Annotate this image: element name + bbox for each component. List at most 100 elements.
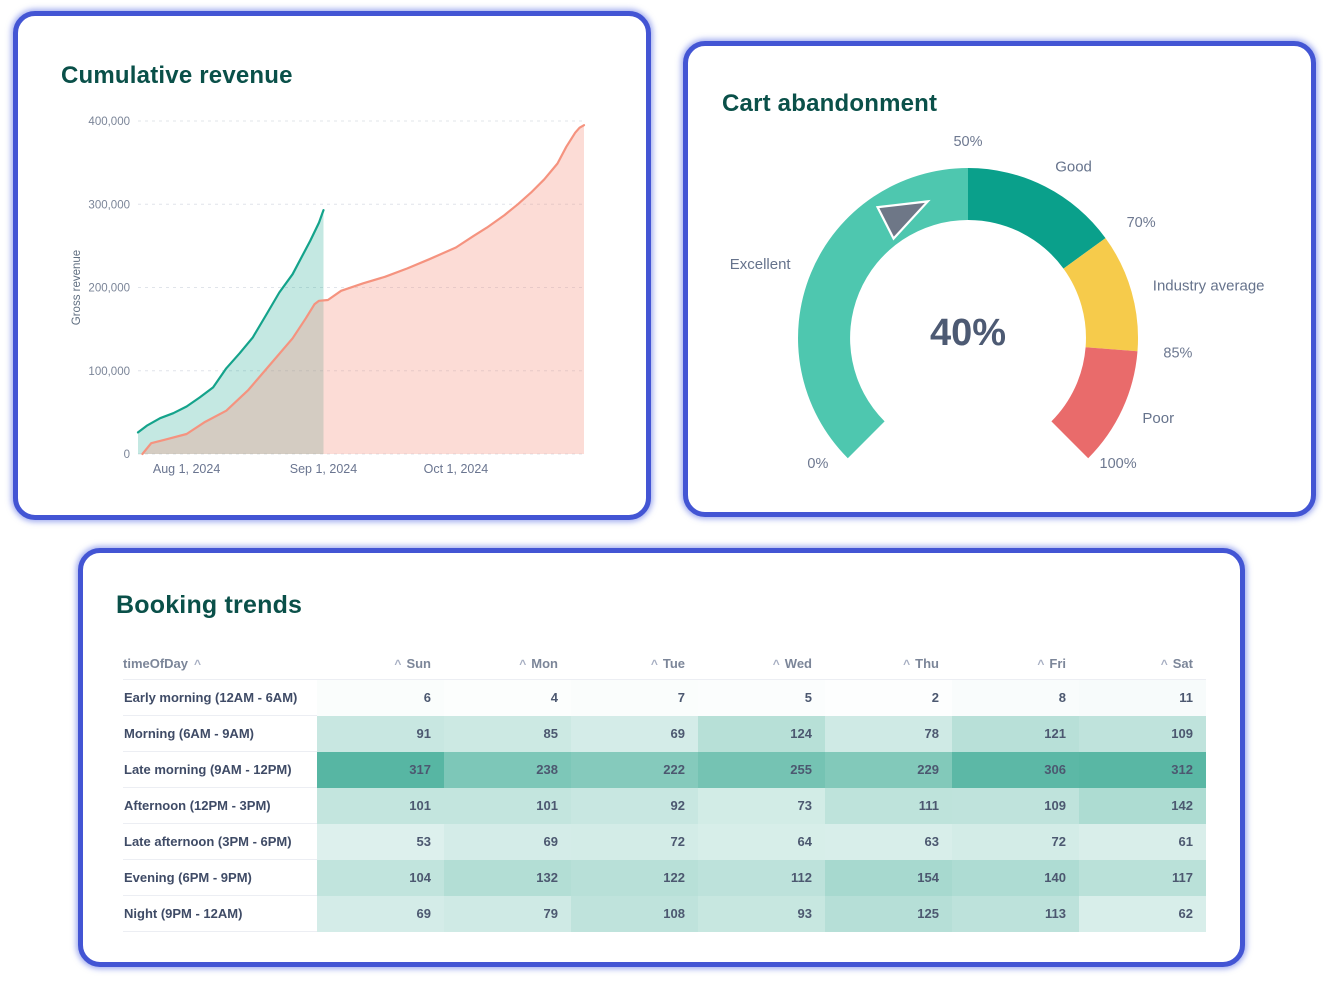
gauge-segment-poor [1051,347,1138,459]
heatmap-cell: 113 [952,895,1079,932]
row-label: Morning (6AM - 9AM) [123,715,317,752]
column-header-wed[interactable]: ^ Wed [698,647,825,680]
sort-caret-icon: ^ [903,656,911,671]
heatmap-cell: 5 [698,679,825,716]
heatmap-cell: 101 [317,787,444,824]
heatmap-cell: 73 [698,787,825,824]
heatmap-cell: 229 [825,751,952,788]
heatmap-cell: 78 [825,715,952,752]
column-header-label: Sun [406,655,431,671]
heatmap-cell: 91 [317,715,444,752]
column-header-thu[interactable]: ^ Thu [825,647,952,680]
heatmap-cell: 4 [444,679,571,716]
heatmap-cell: 6 [317,679,444,716]
heatmap-cell: 317 [317,751,444,788]
column-header-label: Tue [662,655,685,671]
gauge-segment-good [968,168,1106,269]
row-label: Afternoon (12PM - 3PM) [123,787,317,824]
y-axis-title: Gross revenue [71,250,83,325]
heatmap-cell: 69 [317,895,444,932]
heatmap-cell: 69 [571,715,698,752]
heatmap-cell: 92 [571,787,698,824]
gauge-needle-icon [875,199,931,241]
gauge-segment-industry-average [1063,238,1139,352]
y-axis-tick-label: 400,000 [88,116,130,128]
column-header-fri[interactable]: ^ Fri [952,647,1079,680]
table-row: Evening (6PM - 9PM) 104 132 122 112 154 140 117 [123,859,1206,896]
table-header-row: timeOfDay ^ ^ Sun ^ Mon ^ Tue ^ Wed ^ Thu ^ Fri ^ Sat [123,647,1206,680]
x-axis-tick-label: Oct 1, 2024 [424,462,489,476]
heatmap-cell: 64 [698,823,825,860]
heatmap-cell: 2 [825,679,952,716]
heatmap-cell: 306 [952,751,1079,788]
x-axis-tick-label: Sep 1, 2024 [290,462,357,476]
gauge-segment-label: Excellent [730,256,792,273]
gauge-tick-label: 100% [1100,456,1137,472]
table-row: Late afternoon (3PM - 6PM) 53 69 72 64 63 72 61 [123,823,1206,860]
heatmap-cell: 109 [1079,715,1206,752]
row-label: Late afternoon (3PM - 6PM) [123,823,317,860]
gauge-tick-label: 70% [1127,215,1156,231]
row-label: Night (9PM - 12AM) [123,895,317,932]
y-axis-tick-label: 200,000 [88,283,130,295]
row-label: Late morning (9AM - 12PM) [123,751,317,788]
gauge-card-title: Cart abandonment [722,90,938,117]
heatmap-cell: 61 [1079,823,1206,860]
heatmap-cell: 85 [444,715,571,752]
heatmap-cell: 222 [571,751,698,788]
sort-caret-icon: ^ [394,656,402,671]
heatmap-cell: 101 [444,787,571,824]
gauge-segment-label: Industry average [1153,277,1265,294]
table-row: Night (9PM - 12AM) 69 79 108 93 125 113 62 [123,895,1206,932]
heatmap-cell: 11 [1079,679,1206,716]
table-row: Late morning (9AM - 12PM) 317 238 222 255 229… [123,751,1206,788]
gauge-tick-label: 0% [807,456,828,472]
column-header-label: Mon [531,655,558,671]
row-label: Evening (6PM - 9PM) [123,859,317,896]
heatmap-cell: 121 [952,715,1079,752]
column-header-label: Wed [784,655,812,671]
heatmap-cell: 124 [698,715,825,752]
heatmap-cell: 63 [825,823,952,860]
sort-caret-icon: ^ [1160,656,1168,671]
table-row: Afternoon (12PM - 3PM) 101 101 92 73 111 109 14… [123,787,1206,824]
gauge-segment-label: Poor [1142,410,1174,427]
heatmap-cell: 122 [571,859,698,896]
column-header-sat[interactable]: ^ Sat [1079,647,1206,680]
column-header-sun[interactable]: ^ Sun [317,647,444,680]
heatmap-cell: 72 [571,823,698,860]
heatmap-cell: 108 [571,895,698,932]
cart-abandonment-gauge-chart: Excellent Good Industry average Poor 0% 50% 70… [730,134,1265,472]
teal-area-line [136,209,325,434]
heatmap-cell: 62 [1079,895,1206,932]
column-header-mon[interactable]: ^ Mon [444,647,571,680]
sort-caret-icon: ^ [772,656,780,671]
column-header-timeofday[interactable]: timeOfDay ^ [123,647,317,680]
sort-caret-icon: ^ [194,656,202,671]
heatmap-cell: 142 [1079,787,1206,824]
heatmap-cell: 140 [952,859,1079,896]
booking-card-title: Booking trends [116,591,303,619]
y-axis-tick-label: 100,000 [88,366,130,378]
gauge-tick-label: 50% [953,134,982,150]
heatmap-cell: 154 [825,859,952,896]
heatmap-cell: 255 [698,751,825,788]
booking-trends-heatmap-table: timeOfDay ^ ^ Sun ^ Mon ^ Tue ^ Wed ^ Thu ^ Fri ^ Sat Ea… [123,647,1206,932]
column-header-tue[interactable]: ^ Tue [571,647,698,680]
heatmap-cell: 111 [825,787,952,824]
sort-caret-icon: ^ [519,656,527,671]
x-axis-tick-label: Aug 1, 2024 [153,462,220,476]
column-header-label: Thu [915,655,939,671]
heatmap-cell: 69 [444,823,571,860]
y-axis-tick-label: 300,000 [88,199,130,211]
gauge-value: 40% [930,312,1006,354]
sort-caret-icon: ^ [650,656,658,671]
heatmap-cell: 93 [698,895,825,932]
y-axis-tick-label: 0 [124,449,130,461]
revenue-card-title: Cumulative revenue [61,62,293,89]
heatmap-cell: 7 [571,679,698,716]
gauge-tick-label: 85% [1163,345,1192,361]
table-row: Morning (6AM - 9AM) 91 85 69 124 78 121 109 [123,715,1206,752]
heatmap-cell: 238 [444,751,571,788]
revenue-card: Cumulative revenue 0 100,000 200,000 300,00… [13,11,651,520]
